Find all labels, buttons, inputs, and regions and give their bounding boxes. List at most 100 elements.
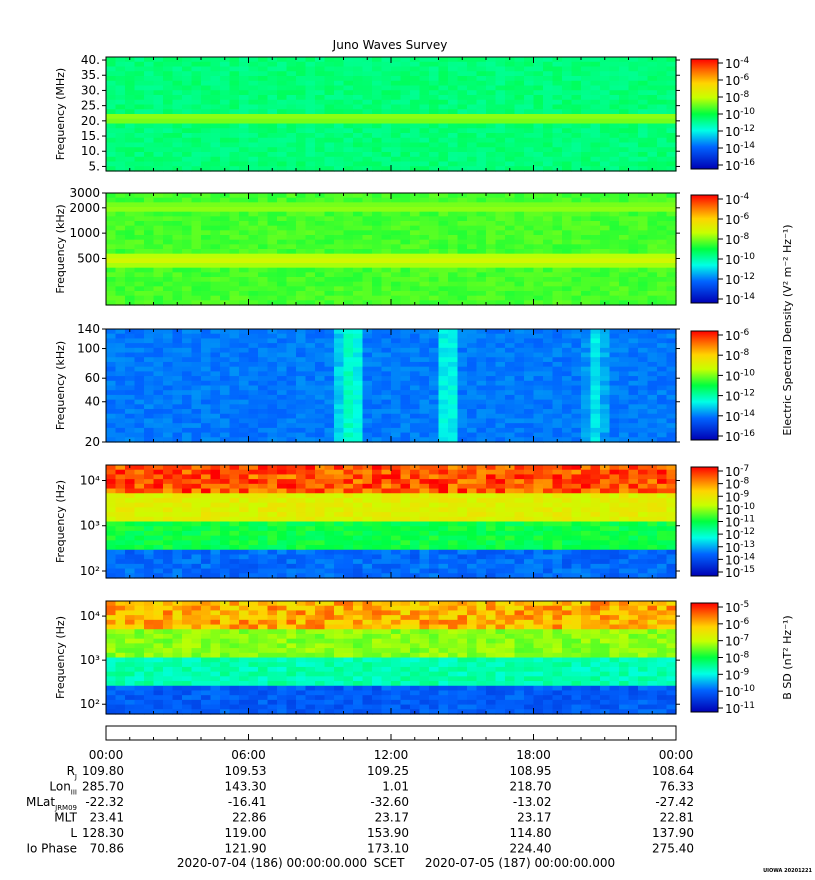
spectrogram-cell xyxy=(400,281,411,287)
spectrogram-cell xyxy=(666,352,677,358)
spectrogram-cell xyxy=(476,156,487,163)
spectrogram-cell xyxy=(552,295,563,301)
spectrogram-cell xyxy=(258,390,269,396)
spectrogram-cell xyxy=(163,300,174,306)
spectrogram-cell xyxy=(438,202,449,208)
spectrogram-cell xyxy=(163,333,174,340)
spectrogram-cell xyxy=(125,128,136,134)
spectrogram-cell xyxy=(666,137,677,144)
spectrogram-cell xyxy=(324,109,335,115)
spectrogram-cell xyxy=(514,333,525,340)
spectrogram-cell xyxy=(324,281,335,287)
spectrogram-cell xyxy=(457,272,468,278)
spectrogram-cell xyxy=(657,95,668,101)
spectrogram-cell xyxy=(267,343,278,349)
spectrogram-cell xyxy=(258,123,269,129)
spectrogram-cell xyxy=(353,197,364,203)
spectrogram-cell xyxy=(486,133,497,139)
spectrogram-cell xyxy=(286,295,297,301)
spectrogram-cell xyxy=(581,211,592,217)
spectrogram-cell xyxy=(486,277,497,283)
spectrogram-cell xyxy=(134,230,145,236)
spectrogram-cell xyxy=(666,423,677,429)
spectrogram-cell xyxy=(115,281,126,287)
spectrogram-cell xyxy=(125,161,136,167)
spectrogram-cell xyxy=(277,380,288,387)
spectrogram-cell xyxy=(619,300,630,306)
spectrogram-cell xyxy=(619,239,630,245)
spectrogram-cell xyxy=(552,156,563,163)
spectrogram-cell xyxy=(191,300,202,306)
spectrogram-cell xyxy=(324,197,335,203)
spectrogram-cell xyxy=(391,244,402,250)
spectrogram-cell xyxy=(153,479,164,485)
spectrogram-cell xyxy=(172,483,183,490)
spectrogram-cell xyxy=(362,343,373,349)
spectrogram-cell xyxy=(628,267,639,273)
spectrogram-cell xyxy=(239,343,250,349)
spectrogram-cell xyxy=(400,347,411,354)
spectrogram-cell xyxy=(229,267,240,273)
spectrogram-cell xyxy=(115,366,126,372)
spectrogram-cell xyxy=(419,118,430,125)
spectrogram-cell xyxy=(533,343,544,349)
spectrogram-cell xyxy=(581,161,592,167)
spectrogram-cell xyxy=(144,258,155,264)
spectrogram-cell xyxy=(419,295,430,301)
spectrogram-cell xyxy=(286,85,297,91)
spectrogram-cell xyxy=(543,409,554,415)
spectrogram-cell xyxy=(248,521,259,527)
spectrogram-cell xyxy=(248,563,259,570)
spectrogram-cell xyxy=(524,366,535,372)
spectrogram-cell xyxy=(448,423,459,429)
spectrogram-cell xyxy=(210,57,221,63)
spectrogram-cell xyxy=(619,211,630,217)
spectrogram-cell xyxy=(609,216,620,222)
spectrogram-cell xyxy=(600,263,611,269)
spectrogram-cell xyxy=(571,249,582,255)
spectrogram-cell xyxy=(533,85,544,91)
spectrogram-cell xyxy=(562,114,573,120)
spectrogram-cell xyxy=(229,347,240,354)
spectrogram-cell xyxy=(505,90,516,96)
spectrogram-cell xyxy=(220,128,231,134)
spectrogram-cell xyxy=(381,207,392,213)
spectrogram-image xyxy=(106,57,677,172)
spectrogram-cell xyxy=(571,71,582,77)
spectrogram-cell xyxy=(495,57,506,63)
spectrogram-cell xyxy=(277,338,288,344)
spectrogram-cell xyxy=(533,202,544,208)
spectrogram-cell xyxy=(191,152,202,158)
spectrogram-cell xyxy=(448,80,459,87)
spectrogram-cell xyxy=(381,66,392,72)
spectrogram-cell xyxy=(315,133,326,139)
spectrogram-cell xyxy=(210,118,221,125)
spectrogram-cell xyxy=(239,333,250,340)
spectrogram-cell xyxy=(600,376,611,382)
spectrogram-cell xyxy=(106,239,117,245)
spectrogram-cell xyxy=(391,147,402,153)
spectrogram-cell xyxy=(201,263,212,269)
spectrogram-cell xyxy=(315,197,326,203)
spectrogram-cell xyxy=(334,235,345,241)
spectrogram-cell xyxy=(172,118,183,125)
spectrogram-cell xyxy=(115,418,126,424)
spectrogram-cell xyxy=(258,432,269,438)
spectrogram-cell xyxy=(220,357,231,363)
spectrogram-cell xyxy=(524,207,535,213)
spectrogram-cell xyxy=(419,343,430,349)
spectrogram-cell xyxy=(476,418,487,424)
spectrogram-cell xyxy=(153,521,164,527)
spectrogram-cell xyxy=(476,423,487,429)
spectrogram-cell xyxy=(571,380,582,387)
spectrogram-cell xyxy=(277,399,288,405)
spectrogram-cell xyxy=(191,479,202,485)
spectrogram-cell xyxy=(438,291,449,297)
spectrogram-cell xyxy=(628,286,639,292)
spectrogram-cell xyxy=(258,474,269,480)
spectrogram-cell xyxy=(476,225,487,231)
spectrogram-cell xyxy=(115,465,126,471)
spectrogram-cell xyxy=(229,147,240,153)
spectrogram-cell xyxy=(505,235,516,241)
spectrogram-cell xyxy=(543,423,554,429)
